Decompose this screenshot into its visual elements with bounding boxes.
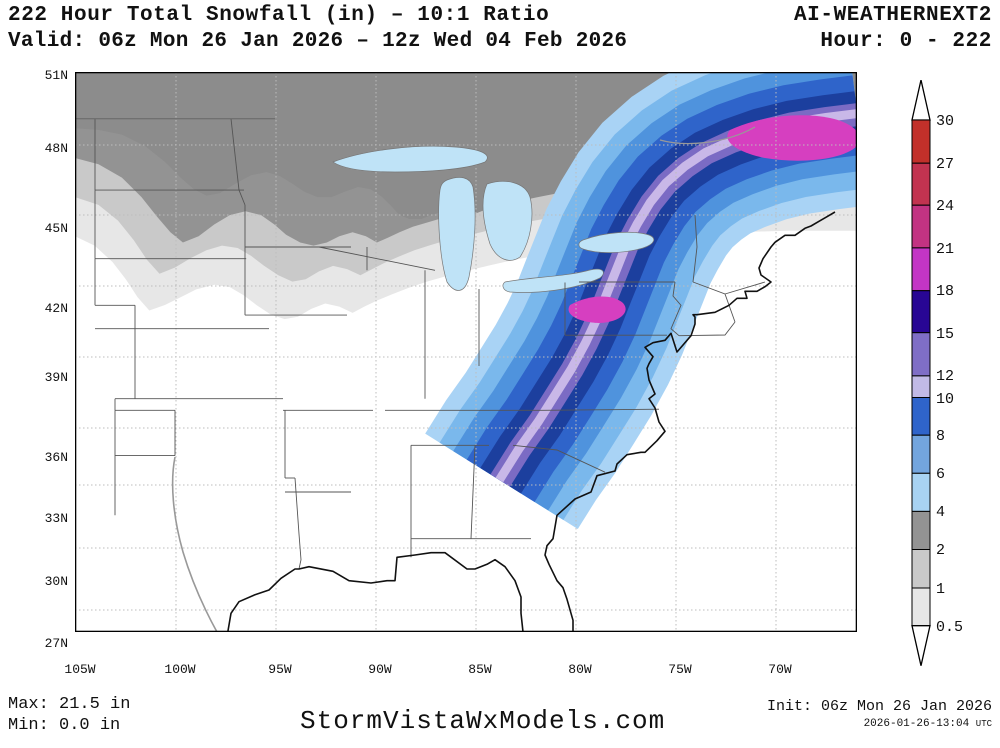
svg-text:30: 30 — [936, 113, 954, 130]
svg-text:21: 21 — [936, 241, 954, 258]
svg-text:6: 6 — [936, 466, 945, 483]
svg-text:27: 27 — [936, 156, 954, 173]
svg-text:2: 2 — [936, 542, 945, 559]
svg-text:0.5: 0.5 — [936, 619, 963, 636]
svg-text:4: 4 — [936, 504, 945, 521]
svg-text:12: 12 — [936, 368, 954, 385]
svg-text:8: 8 — [936, 428, 945, 445]
svg-text:18: 18 — [936, 283, 954, 300]
svg-text:1: 1 — [936, 581, 945, 598]
svg-text:24: 24 — [936, 198, 954, 215]
svg-text:15: 15 — [936, 326, 954, 343]
svg-text:10: 10 — [936, 391, 954, 408]
